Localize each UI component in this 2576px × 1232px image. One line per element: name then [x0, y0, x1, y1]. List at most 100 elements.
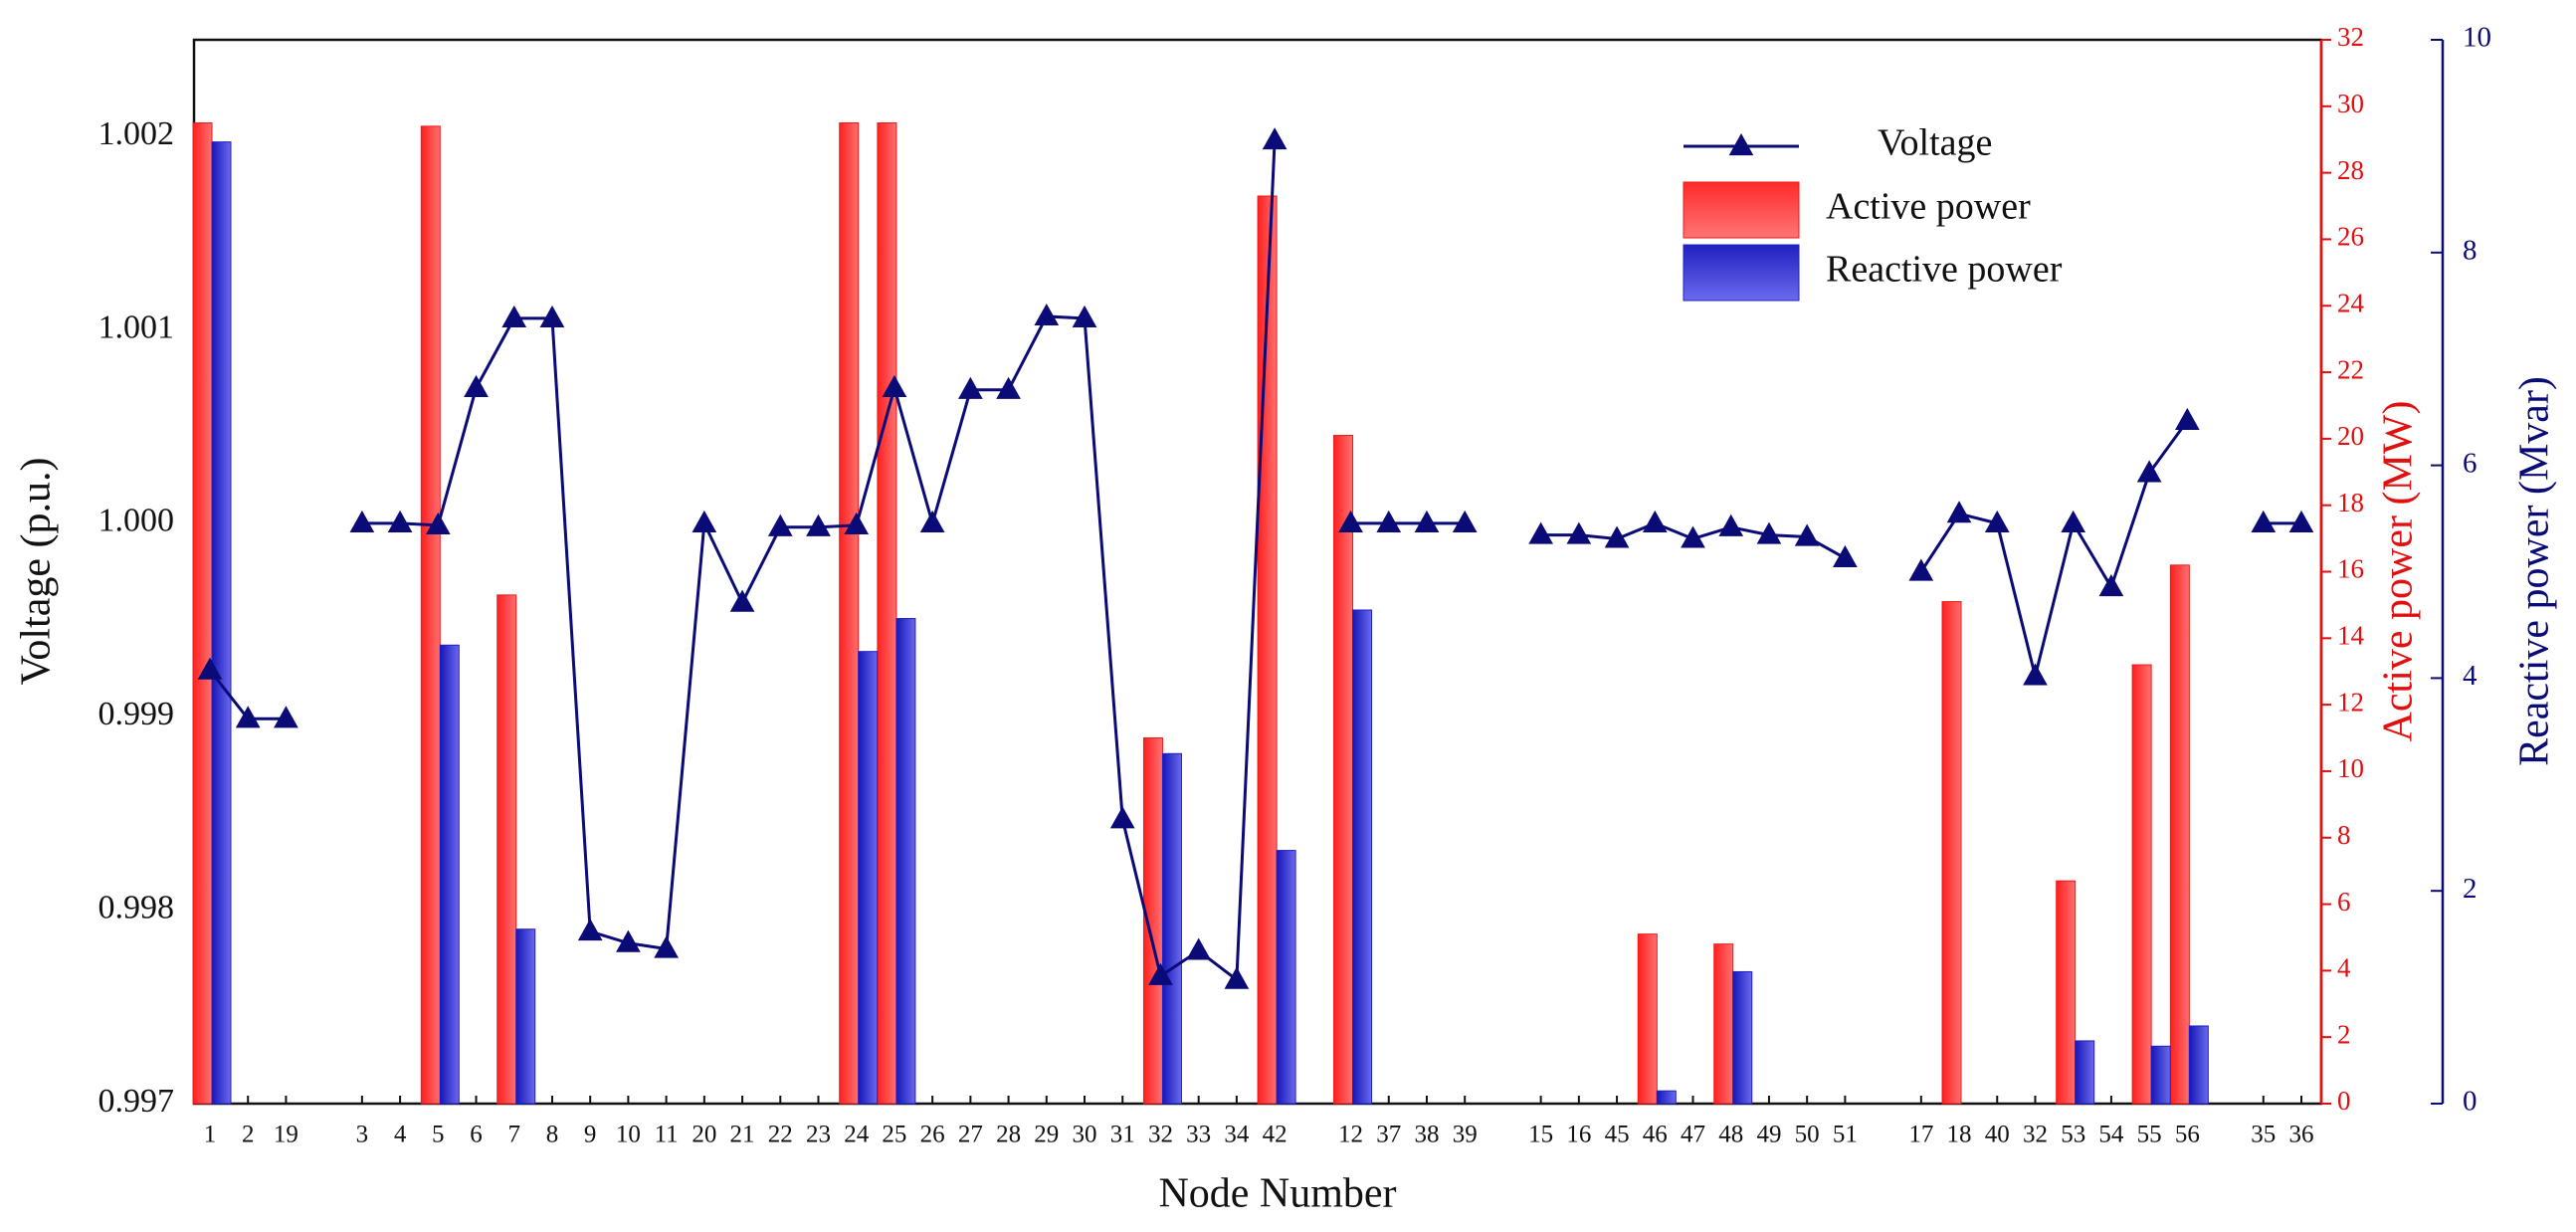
- bar: [1161, 752, 1182, 1105]
- x-tick-label: 37: [1376, 1122, 1401, 1148]
- x-tick-label: 20: [692, 1122, 716, 1148]
- y2-tick-label: 12: [2337, 687, 2364, 717]
- voltage-marker: [1756, 521, 1782, 544]
- y3-tick-label: 2: [2463, 873, 2477, 905]
- x-tick-label: 17: [1908, 1122, 1933, 1148]
- x-tick-label: 56: [2175, 1122, 2200, 1148]
- x-tick-label: 47: [1681, 1122, 1705, 1148]
- bar: [1732, 970, 1753, 1105]
- y2-tick-label: 0: [2337, 1086, 2351, 1116]
- y3-tick-label: 0: [2463, 1086, 2477, 1118]
- x-tick-label: 50: [1795, 1122, 1820, 1148]
- bar: [1713, 943, 1734, 1105]
- x-tick-label: 23: [806, 1122, 831, 1148]
- bar: [895, 618, 916, 1105]
- voltage-marker: [1604, 525, 1630, 548]
- bar: [2150, 1045, 2171, 1105]
- x-tick-label: 6: [470, 1122, 483, 1148]
- bar: [1276, 850, 1296, 1105]
- voltage-marker: [1109, 806, 1135, 829]
- bar: [1352, 609, 1373, 1105]
- voltage-marker: [577, 919, 603, 941]
- voltage-marker: [806, 513, 831, 536]
- voltage-marker: [996, 376, 1021, 399]
- x-tick-label: 3: [356, 1122, 369, 1148]
- voltage-marker: [2061, 510, 2086, 533]
- voltage-marker: [1833, 544, 1858, 567]
- bar: [877, 122, 897, 1105]
- voltage-marker: [1642, 510, 1668, 533]
- voltage-marker: [1224, 966, 1250, 989]
- bar: [420, 125, 441, 1105]
- voltage-marker: [425, 512, 451, 534]
- y-tick-label: 0.997: [99, 1083, 175, 1120]
- legend-label: Reactive power: [1826, 249, 2063, 291]
- x-tick-label: 53: [2061, 1122, 2085, 1148]
- voltage-marker: [958, 376, 983, 399]
- bar: [858, 651, 879, 1105]
- voltage-marker: [2098, 574, 2124, 597]
- x-tick-label: 55: [2137, 1122, 2162, 1148]
- bar: [2169, 564, 2190, 1105]
- voltage-marker: [1072, 305, 1097, 327]
- x-tick-label: 32: [1148, 1122, 1173, 1148]
- y2-tick-label: 14: [2337, 621, 2365, 651]
- x-tick-label: 25: [882, 1122, 906, 1148]
- x-tick-label: 10: [616, 1122, 641, 1148]
- bar: [1941, 601, 1962, 1105]
- y2-tick-label: 22: [2337, 354, 2364, 384]
- x-tick-label: 18: [1947, 1122, 1972, 1148]
- voltage-marker: [1528, 521, 1553, 544]
- voltage-marker: [2288, 510, 2314, 533]
- y3-tick-label: 4: [2463, 660, 2477, 692]
- x-tick-label: 33: [1186, 1122, 1211, 1148]
- x-tick-label: 11: [655, 1122, 679, 1148]
- voltage-marker: [197, 657, 223, 680]
- x-tick-label: 2: [242, 1122, 255, 1148]
- voltage-marker: [1148, 962, 1173, 985]
- voltage-marker: [616, 929, 641, 952]
- y2-tick-label: 4: [2337, 953, 2351, 983]
- bar: [839, 122, 860, 1105]
- x-tick-label: 46: [1643, 1122, 1668, 1148]
- y2-tick-label: 26: [2337, 222, 2364, 252]
- y3-tick-label: 6: [2463, 447, 2477, 479]
- legend-label: Active power: [1826, 186, 2031, 228]
- x-tick-label: 7: [507, 1122, 520, 1148]
- bar: [515, 928, 536, 1105]
- voltage-marker: [1262, 127, 1288, 150]
- bar: [2075, 1040, 2095, 1105]
- voltage-marker: [919, 510, 945, 533]
- x-tick-label: 31: [1110, 1122, 1135, 1148]
- voltage-marker: [387, 510, 413, 533]
- x-tick-label: 24: [844, 1122, 870, 1148]
- voltage-marker: [1034, 303, 1060, 326]
- legend-label: Voltage: [1878, 122, 1992, 164]
- voltage-marker: [729, 589, 755, 612]
- x-tick-label: 27: [958, 1122, 983, 1148]
- x-tick-label: 30: [1073, 1122, 1097, 1148]
- legend-swatch: [1683, 181, 1800, 239]
- voltage-marker: [1376, 510, 1402, 533]
- y-tick-label: 1.001: [99, 308, 175, 345]
- x-tick-label: 15: [1528, 1122, 1553, 1148]
- y2-tick-label: 8: [2337, 820, 2351, 850]
- y-axis-title: Voltage (p.u.): [14, 457, 60, 685]
- x-tick-label: 5: [432, 1122, 445, 1148]
- y3-tick-label: 8: [2463, 234, 2477, 266]
- bar: [192, 122, 213, 1105]
- voltage-marker: [1452, 510, 1478, 533]
- y2-tick-label: 10: [2337, 753, 2364, 783]
- y2-tick-label: 24: [2337, 288, 2365, 317]
- x-tick-label: 32: [2023, 1122, 2048, 1148]
- legend-marker: [1728, 133, 1754, 156]
- y2-tick-label: 16: [2337, 554, 2364, 584]
- x-tick-label: 36: [2289, 1122, 2314, 1148]
- y2-axis-title: Active power (MW): [2376, 401, 2422, 742]
- bar: [211, 141, 232, 1105]
- voltage-marker: [1718, 513, 1744, 536]
- voltage-marker: [1908, 558, 1934, 581]
- y-tick-label: 1.002: [99, 115, 175, 152]
- voltage-marker: [2251, 510, 2277, 533]
